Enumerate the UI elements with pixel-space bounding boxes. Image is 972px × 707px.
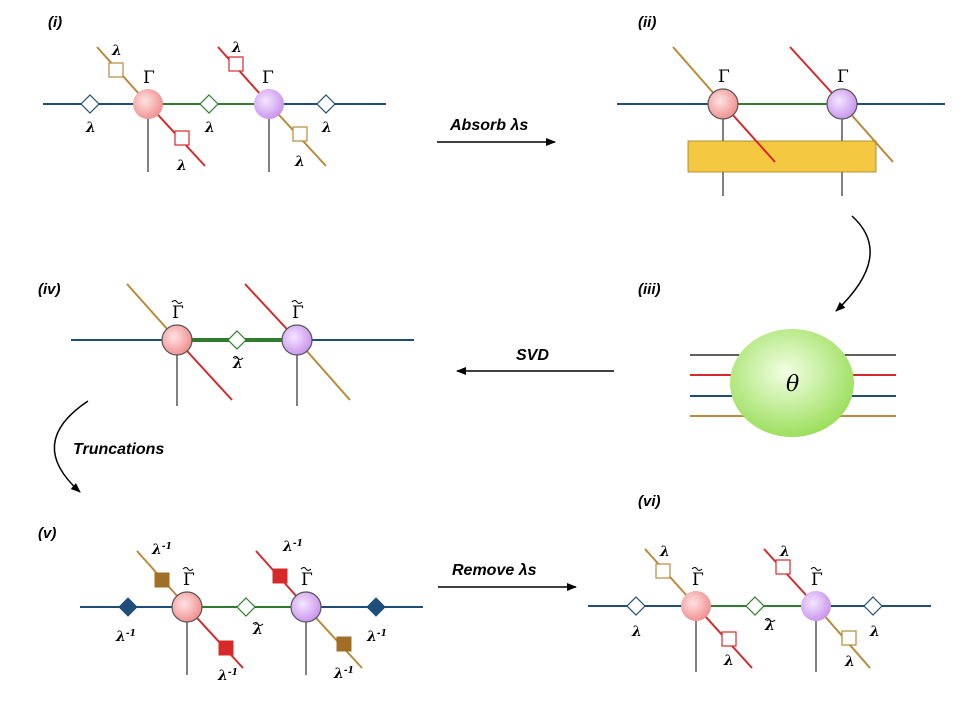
lambda-square — [108, 62, 124, 78]
theta-tensor — [730, 329, 854, 437]
lambda-label: λ — [723, 653, 734, 669]
lambda-label: λ — [631, 624, 642, 640]
panel-label-v: (v) — [38, 525, 56, 542]
gamma-node — [254, 89, 284, 119]
lambda-diamond — [227, 330, 247, 350]
truncations-label: Truncations — [73, 441, 164, 458]
lambda-inv-square — [154, 572, 170, 588]
lambda-diamond — [316, 94, 336, 114]
gamma-label: Γ — [262, 68, 274, 88]
gamma-tilde-label: Γ — [692, 570, 704, 590]
lambda-label: λ — [294, 154, 305, 170]
lambda-label: λ — [844, 654, 855, 670]
lambda-diamond — [80, 94, 100, 114]
gamma-tilde-label: Γ — [292, 303, 304, 323]
gamma-node — [290, 591, 322, 623]
gamma-node — [826, 88, 858, 120]
arrow-truncations — [53, 400, 89, 493]
lambda-diamond — [626, 596, 646, 616]
gamma-tilde-label: Γ — [172, 303, 184, 323]
lambda-label: λ — [85, 120, 96, 136]
lambda-label: λ — [231, 40, 242, 56]
panel-i: Γ Γ λ λ λ λ λ λ λ — [43, 40, 386, 174]
gamma-label: Γ — [718, 67, 730, 87]
gamma-label: Γ — [837, 67, 849, 87]
panel-label-ii: (ii) — [638, 14, 656, 31]
panel-label-i: (i) — [48, 14, 62, 31]
lambda-inv-label: λ-1 — [115, 629, 136, 645]
lambda-square — [228, 56, 244, 72]
lambda-tilde-label: λ — [232, 356, 243, 372]
gamma-tilde-label: Γ — [811, 570, 823, 590]
gamma-node — [801, 591, 831, 621]
lambda-inv-diamond — [366, 597, 386, 617]
lambda-inv-label: λ-1 — [366, 629, 387, 645]
lambda-inv-square — [218, 640, 234, 656]
lambda-square — [841, 630, 857, 646]
lambda-label: λ — [204, 120, 215, 136]
lambda-square — [721, 631, 737, 647]
gamma-tilde-label: Γ — [301, 570, 313, 590]
lambda-diamond — [236, 597, 256, 617]
panel-label-iii: (iii) — [638, 281, 661, 298]
gamma-node — [681, 591, 711, 621]
remove-label: Remove λs — [452, 562, 537, 579]
lambda-inv-diamond — [118, 597, 138, 617]
lambda-inv-label: λ-1 — [151, 542, 172, 558]
lambda-tilde-label: λ — [252, 622, 263, 638]
panel-iv: Γ Γ λ — [71, 283, 414, 406]
lambda-diamond — [745, 596, 765, 616]
panel-ii: Γ Γ — [617, 46, 945, 196]
lambda-square — [775, 559, 791, 575]
gamma-node — [133, 89, 163, 119]
lambda-inv-label: λ-1 — [217, 668, 238, 684]
panel-iii: θ — [690, 329, 896, 437]
svd-label: SVD — [516, 347, 549, 364]
panel-v: Γ Γ λ λ-1 λ-1 λ-1 λ-1 λ-1 λ-1 — [80, 539, 423, 684]
lambda-tilde-label: λ — [764, 618, 775, 634]
lambda-inv-label: λ-1 — [282, 539, 303, 555]
theta-label: θ — [786, 372, 799, 397]
gamma-tilde-label: Γ — [183, 570, 195, 590]
lambda-inv-square — [336, 636, 352, 652]
contraction-gate — [687, 140, 877, 173]
panel-label-iv: (iv) — [38, 281, 61, 298]
lambda-label: λ — [321, 120, 332, 136]
lambda-square — [655, 563, 671, 579]
gamma-node — [171, 591, 203, 623]
lambda-inv-label: λ-1 — [333, 666, 354, 682]
gamma-node — [707, 88, 739, 120]
absorb-label: Absorb λs — [449, 117, 528, 134]
lambda-diamond — [199, 94, 219, 114]
lambda-inv-square — [272, 568, 288, 584]
gamma-node — [161, 324, 193, 356]
panel-label-vi: (vi) — [638, 493, 661, 510]
panel-vi: Γ Γ λ λ λ λ λ λ λ — [588, 544, 931, 672]
lambda-label: λ — [869, 624, 880, 640]
lambda-label: λ — [659, 544, 670, 560]
lambda-square — [292, 126, 308, 142]
lambda-diamond — [863, 596, 883, 616]
lambda-label: λ — [779, 544, 790, 560]
gamma-node — [281, 324, 313, 356]
arrow-contract — [835, 215, 871, 312]
gamma-label: Γ — [143, 68, 155, 88]
lambda-label: λ — [111, 43, 122, 59]
lambda-label: λ — [176, 158, 187, 174]
lambda-square — [174, 130, 190, 146]
